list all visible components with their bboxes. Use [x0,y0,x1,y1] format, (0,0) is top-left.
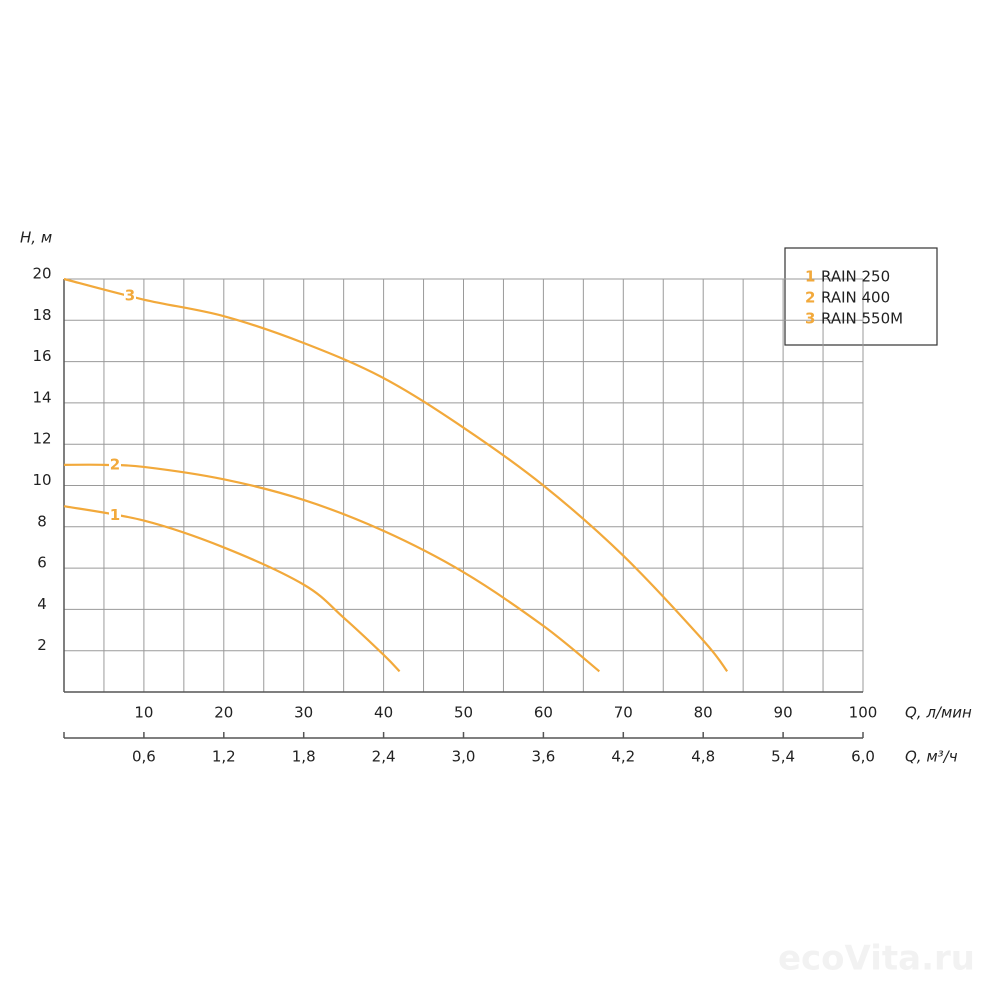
curve [63,505,401,673]
x2-tick-label: 1,2 [212,748,236,766]
curve-label: 1 [110,506,120,524]
curve-label-bg [124,287,136,306]
x-tick-label: 30 [294,704,313,722]
x-tick-label: 80 [694,704,713,722]
y-tick-label: 12 [32,430,51,448]
y-tick-label: 14 [32,388,51,406]
x-tick-label: 70 [614,704,633,722]
y-tick-label: 2 [37,636,47,654]
x2-tick-label: 3,0 [452,748,476,766]
y-axis-title: H, м [20,229,52,247]
curve-label: 2 [110,455,120,473]
curve [63,277,729,673]
x2-tick-label: 6,0 [851,748,875,766]
legend-number: 1 [805,268,815,286]
x2-tick-label: 4,8 [691,748,715,766]
x-tick-label: 10 [134,704,153,722]
x2-tick-label: 5,4 [771,748,795,766]
curve-label-bg [109,455,121,474]
x-tick-label: 60 [534,704,553,722]
y-tick-label: 18 [32,306,51,324]
x-axis-title: Q, л/мин [905,704,972,722]
legend-label: RAIN 250 [821,268,890,286]
x2-tick-label: 3,6 [531,748,555,766]
legend-label: RAIN 550M [821,310,903,328]
y-tick-label: 16 [32,347,51,365]
legend-number: 3 [805,310,815,328]
curve [63,463,601,673]
x-tick-label: 100 [849,704,878,722]
x2-tick-label: 0,6 [132,748,156,766]
curve-label: 3 [125,287,135,305]
x2-tick-label: 2,4 [372,748,396,766]
x-tick-label: 90 [774,704,793,722]
x2-axis-title: Q, м³/ч [905,748,958,766]
x-tick-label: 50 [454,704,473,722]
legend-box [784,247,938,346]
y-tick-label: 10 [32,471,51,489]
curve-label-bg [109,506,121,525]
y-tick-label: 6 [37,554,47,572]
legend-number: 2 [805,289,815,307]
x-tick-label: 40 [374,704,393,722]
y-tick-label: 8 [37,512,47,530]
watermark: ecoVita.ru [778,939,975,979]
x-tick-label: 20 [214,704,233,722]
x2-tick-label: 4,2 [611,748,635,766]
y-tick-label: 20 [32,265,51,283]
y-tick-label: 4 [37,595,47,613]
x2-tick-label: 1,8 [292,748,316,766]
legend-label: RAIN 400 [821,289,890,307]
